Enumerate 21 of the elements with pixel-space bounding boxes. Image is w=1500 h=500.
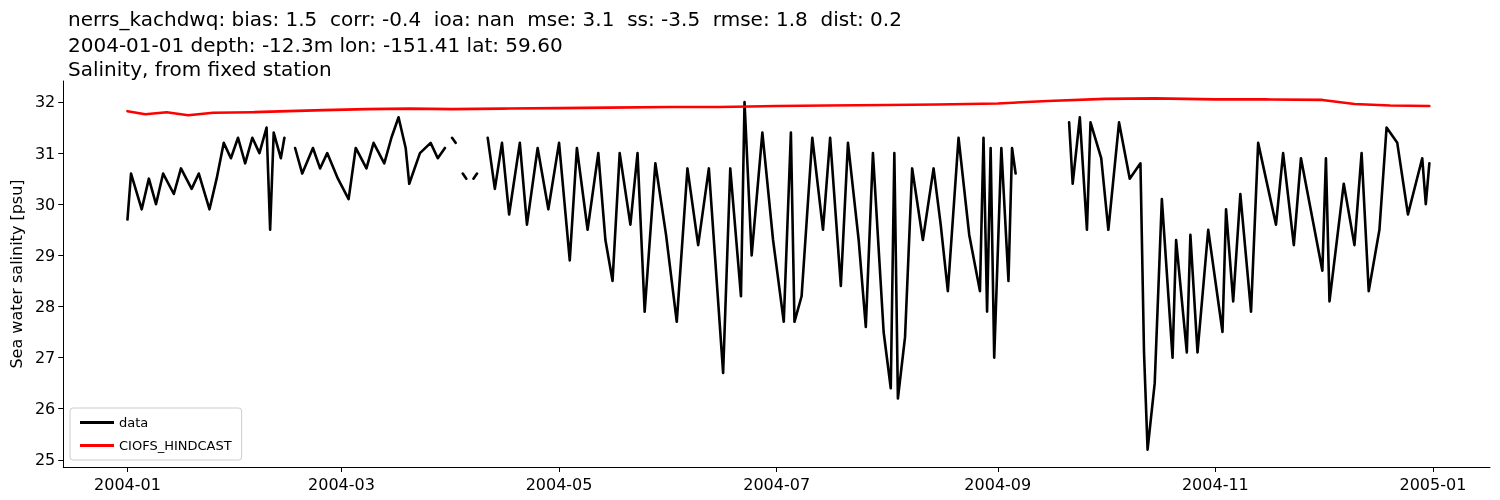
x-tick-label: 2004-11 [1181, 474, 1249, 494]
y-axis-title: Sea water salinity [psu] [6, 179, 26, 369]
legend-label: CIOFS_HINDCAST [119, 438, 232, 453]
y-tick-label: 30 [34, 194, 56, 214]
line-series [126, 97, 1431, 117]
y-tick-label: 26 [34, 399, 56, 419]
y-tick-label: 29 [34, 245, 56, 265]
y-tick-label: 25 [34, 450, 56, 470]
y-tick-label: 31 [34, 143, 56, 163]
chart-subtitle: 2004-01-01 depth: -12.3m lon: -151.41 lat: 59.60 Salinity, from fixed station [68, 33, 563, 81]
x-tick-label: 2004-09 [964, 474, 1032, 494]
y-tick-label: 28 [34, 296, 56, 316]
x-tick-label: 2004-03 [308, 474, 375, 494]
x-tick-label: 2005-01 [1399, 474, 1467, 494]
x-tick-label: 2004-05 [525, 474, 593, 494]
x-tick-label: 2004-07 [743, 474, 811, 494]
y-tick-label: 32 [34, 92, 56, 112]
y-tick-label: 27 [34, 348, 56, 368]
x-tick-label: 2004-01 [94, 474, 161, 494]
legend-label: data [119, 415, 149, 430]
chart-title: nerrs_kachdwq: bias: 1.5 corr: -0.4 ioa: nan mse: 3.1 ss: -3.5 rmse: 1.8 dist: 0.2 [68, 7, 902, 31]
